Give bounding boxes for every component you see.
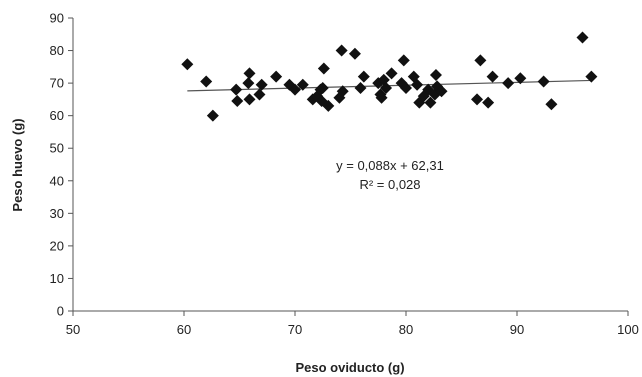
data-point: [270, 70, 283, 83]
trendline-equation: y = 0,088x + 62,31: [336, 158, 444, 173]
data-point: [181, 58, 194, 71]
data-point: [411, 78, 424, 91]
data-point: [482, 96, 495, 109]
data-point: [336, 85, 349, 98]
data-point: [231, 95, 244, 108]
data-point: [537, 75, 550, 88]
data-point: [545, 98, 558, 111]
r-squared-label: R² = 0,028: [359, 177, 420, 192]
data-point: [206, 109, 219, 122]
data-point: [576, 31, 589, 44]
data-point: [397, 54, 410, 67]
y-tick-label: 10: [50, 271, 64, 286]
data-point: [200, 75, 213, 88]
data-point: [385, 67, 398, 80]
x-tick-label: 90: [510, 322, 524, 337]
data-point: [230, 83, 243, 96]
data-point: [255, 78, 268, 91]
data-point: [435, 85, 448, 98]
data-point: [486, 70, 499, 83]
data-point: [424, 96, 437, 109]
y-axis-ticks: 0 10 20 30 40 50 60 70 80 90: [50, 11, 73, 319]
data-point: [317, 62, 330, 75]
y-axis-title: Peso huevo (g): [10, 118, 25, 211]
data-point: [471, 93, 484, 106]
y-tick-label: 80: [50, 43, 64, 58]
data-point: [502, 77, 515, 90]
data-point: [429, 68, 442, 81]
x-axis-ticks: 50 60 70 80 90 100: [66, 311, 639, 337]
data-point: [243, 93, 256, 106]
data-point: [400, 81, 412, 94]
data-point: [348, 47, 361, 60]
y-tick-label: 30: [50, 206, 64, 221]
data-point: [380, 81, 393, 94]
data-point: [474, 54, 487, 67]
data-point: [253, 88, 266, 101]
data-point: [335, 44, 348, 57]
y-tick-label: 50: [50, 141, 64, 156]
data-point: [289, 83, 301, 96]
y-tick-label: 40: [50, 173, 64, 188]
y-tick-label: 20: [50, 238, 64, 253]
data-point: [514, 72, 527, 85]
data-point: [243, 67, 256, 80]
data-point: [322, 99, 335, 112]
y-tick-label: 60: [50, 108, 64, 123]
x-tick-label: 80: [399, 322, 413, 337]
y-tick-label: 0: [57, 304, 64, 319]
x-tick-label: 50: [66, 322, 80, 337]
data-point: [357, 70, 370, 83]
data-point: [296, 78, 309, 91]
data-point: [316, 81, 329, 94]
data-points: [181, 31, 598, 122]
data-point: [585, 70, 598, 83]
x-tick-label: 100: [617, 322, 639, 337]
x-tick-label: 70: [288, 322, 302, 337]
y-tick-label: 90: [50, 11, 64, 26]
data-point: [242, 77, 255, 90]
x-axis-title: Peso oviducto (g): [295, 360, 404, 375]
data-point: [354, 81, 367, 94]
data-point: [375, 91, 388, 104]
x-tick-label: 60: [177, 322, 191, 337]
y-tick-label: 70: [50, 76, 64, 91]
